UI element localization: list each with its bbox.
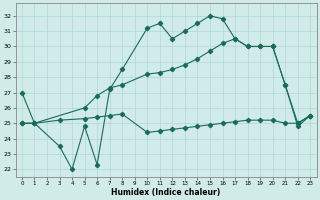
- X-axis label: Humidex (Indice chaleur): Humidex (Indice chaleur): [111, 188, 221, 197]
